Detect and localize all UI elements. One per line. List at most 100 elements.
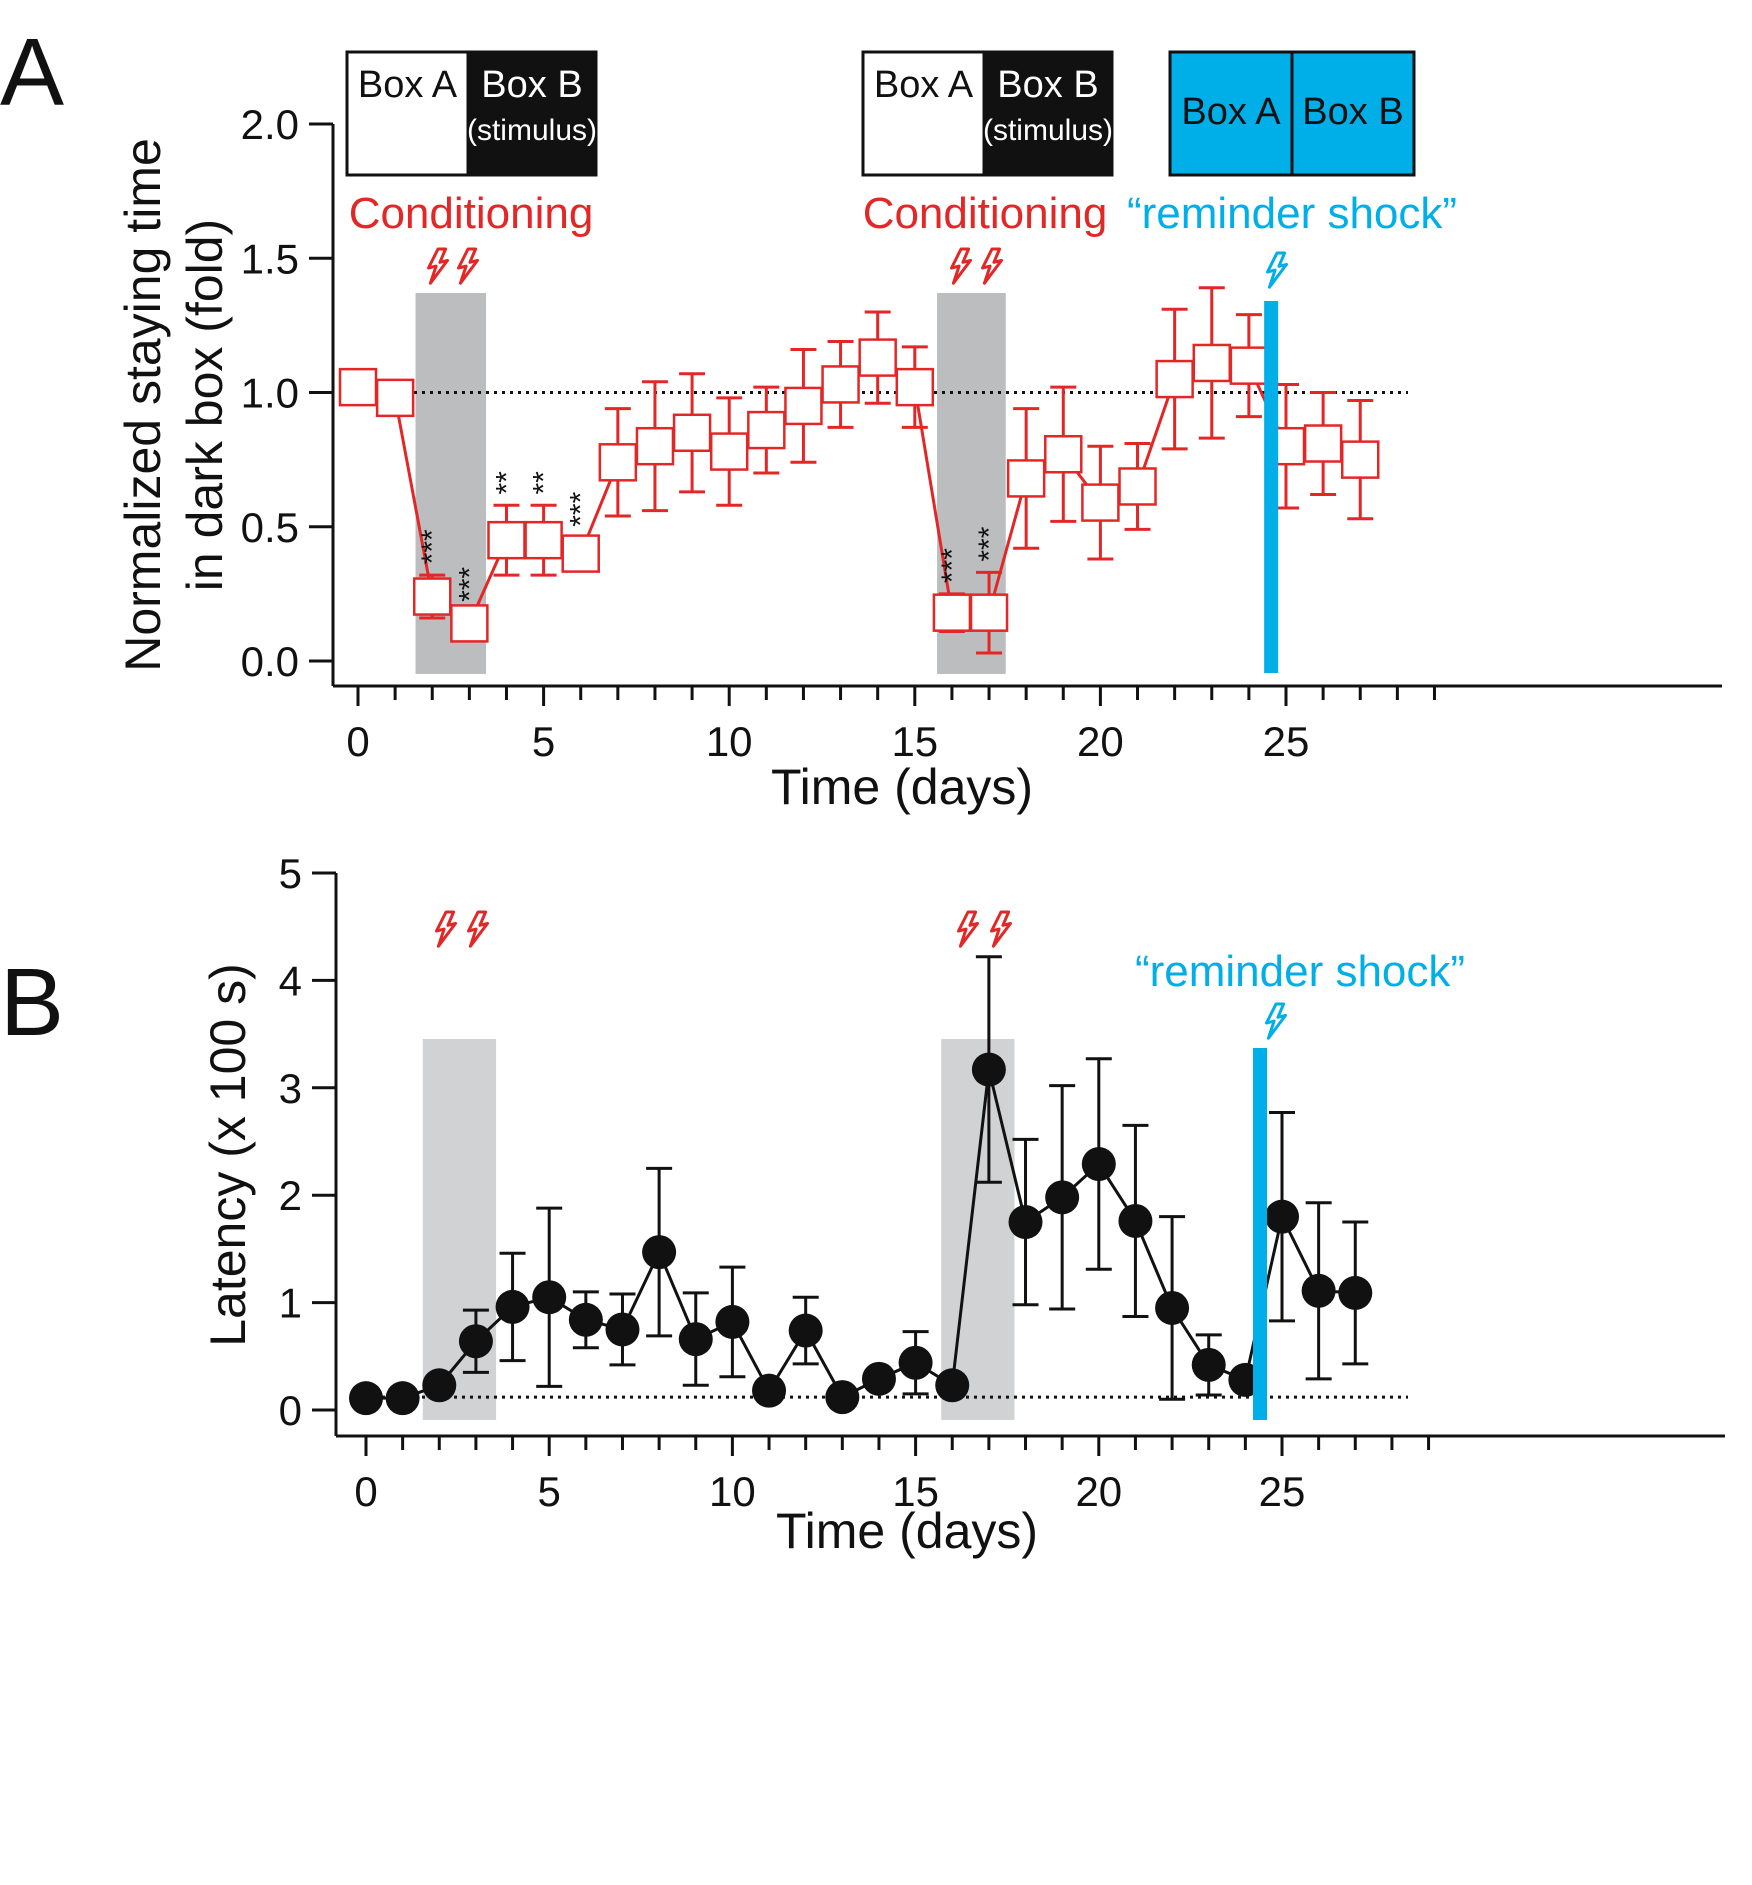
a-data-point [375,378,415,418]
a-legend-box-b-label: Box B [481,64,582,106]
a-reminder-bolt-icon [1266,251,1288,289]
a-x-tick-label: 20 [1077,718,1124,765]
b-x-tick-label: 25 [1259,1468,1306,1515]
a-data-point [561,534,600,573]
a-significance-label: *** [973,526,1006,561]
a-data-point [1006,459,1046,498]
a-significance-label: ** [490,471,523,495]
b-x-tick-label: 15 [892,1468,939,1515]
a-data-point [821,365,860,404]
a-annotation-conditioning: Conditioning [863,189,1108,238]
b-data-point [1045,1180,1080,1215]
a-legend-box-b-sublabel: (stimulus) [467,114,597,147]
a-legend-box-b-label: Box B [1302,91,1403,133]
b-data-point [752,1373,787,1408]
a-legend-box-b-label: Box B [997,64,1098,106]
a-data-point [412,577,452,616]
a-x-tick-label: 10 [706,718,753,765]
a-data-point [338,367,378,407]
a-y-tick-label: 2.0 [241,101,299,148]
a-annotation-conditioning: Conditioning [349,189,594,238]
a-y-tick-label: 0.0 [241,638,299,685]
b-data-point [385,1381,420,1416]
a-y-axis-label-line2: in dark box (fold) [177,219,233,591]
a-data-point [858,338,897,377]
a-y-tick-label: 1.0 [241,370,299,417]
a-data-point [1340,440,1380,479]
a-y-tick-label: 0.5 [241,504,299,551]
a-data-point [969,593,1009,632]
a-legend-box-a-label: Box A [358,64,458,106]
b-y-axis-label: Latency (x 100 s) [200,963,256,1347]
b-data-point [788,1313,823,1348]
a-significance-label: *** [936,548,969,583]
b-reminder-bolt-icon [1265,1002,1287,1040]
b-data-point [1081,1147,1116,1182]
panel-letter-b: B [0,949,64,1056]
b-series-line [366,1069,1356,1400]
b-x-tick-label: 20 [1075,1468,1122,1515]
a-data-point [1044,435,1083,474]
b-data-point [532,1280,567,1315]
a-x-tick-label: 0 [346,718,369,765]
a-data-point [450,604,489,643]
b-data-point [1265,1199,1299,1234]
b-data-point [568,1302,603,1337]
b-y-tick-label: 3 [279,1065,302,1112]
b-y-tick-label: 0 [279,1387,302,1434]
b-data-point [715,1304,750,1339]
a-x-tick-label: 15 [891,718,938,765]
b-data-point [1338,1275,1373,1310]
a-x-axis-label: Time (days) [771,759,1033,815]
a-shock-bolt-icon [950,247,972,285]
a-legend-box-b-sublabel: (stimulus) [983,114,1113,147]
b-data-point [1301,1273,1336,1308]
a-data-point [709,432,749,471]
b-data-point [422,1368,457,1403]
panel-letter-a: A [0,19,64,126]
a-x-tick-label: 5 [532,718,555,765]
a-significance-label: *** [565,491,598,526]
a-data-point [598,443,638,482]
b-data-point [971,1052,1006,1087]
b-data-point [678,1322,713,1357]
a-data-point [635,426,675,466]
b-data-point [605,1312,640,1347]
a-data-point [1081,483,1120,522]
b-shock-bolt-icon [435,910,457,948]
chart-b: 0 5 10 15 20 25 Time (days) 0 1 2 3 4 5 Latency (x 10… [200,850,1725,1559]
a-legend-box-b [982,50,1114,177]
a-data-point [1155,359,1194,399]
a-data-point [1192,343,1232,383]
a-shock-bolt-icon [427,247,449,285]
b-data-point [458,1324,493,1359]
a-x-tick-label: 25 [1263,718,1310,765]
a-y-axis-label: Normalized staying time [115,138,171,672]
a-data-point [672,413,712,453]
a-data-point [1118,467,1157,506]
b-conditioning-window [941,1039,1015,1420]
chart-a: 0 5 10 15 20 25 Time (days) 0.0 0.5 1.0 1.5 2.0 Norm… [115,50,1722,815]
b-shock-bolt-icon [467,910,489,948]
a-data-point [1229,346,1269,385]
a-data-point [895,367,935,407]
b-shock-bolt-icon [957,910,979,948]
b-y-tick-label: 4 [279,957,302,1004]
b-data-point [1008,1205,1043,1240]
a-legend-box-a-label: Box A [1181,91,1281,133]
b-data-point [349,1381,383,1416]
b-data-point [642,1235,677,1270]
a-y-tick-label: 1.5 [241,235,299,282]
b-x-tick-label: 0 [354,1468,377,1515]
a-shock-bolt-icon [981,247,1003,285]
b-shock-bolt-icon [990,910,1012,948]
a-reminder-shock-bar [1264,301,1279,673]
b-data-point [1155,1290,1190,1325]
a-data-point [1303,424,1343,463]
b-x-axis-label: Time (days) [776,1503,1038,1559]
b-y-tick-label: 1 [279,1280,302,1327]
b-data-point [825,1380,860,1415]
a-data-point [784,386,823,426]
b-y-tick-label: 5 [279,850,302,897]
